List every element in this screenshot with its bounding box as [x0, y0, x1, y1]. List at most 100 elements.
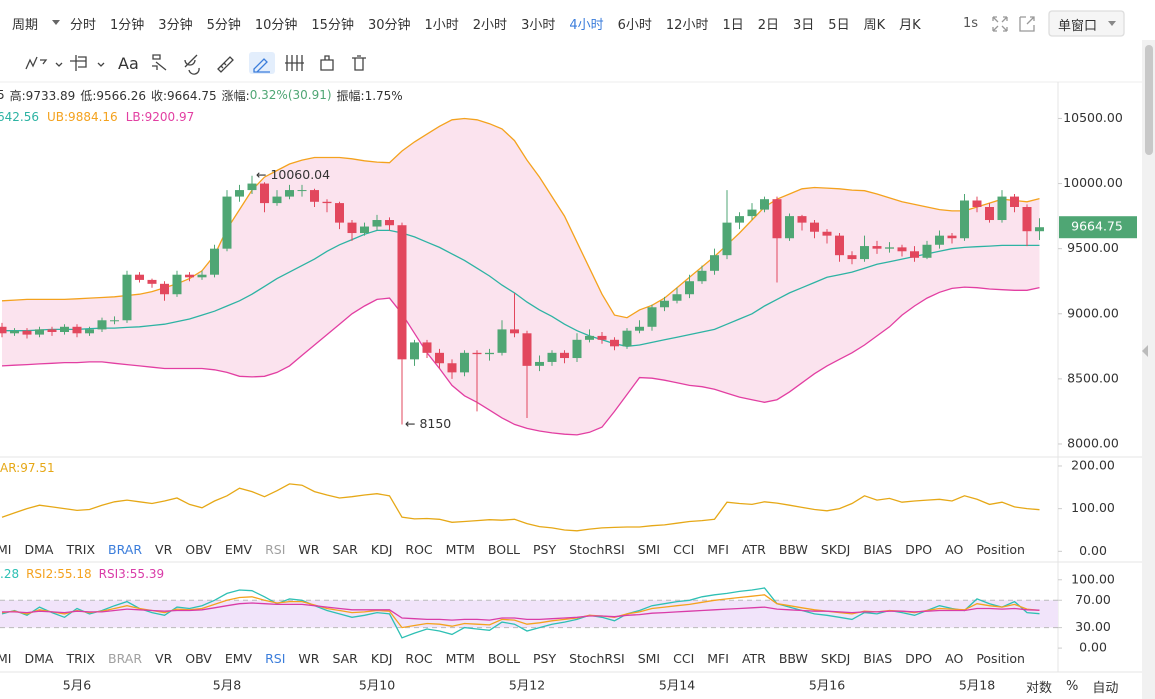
- indicator-tab[interactable]: AO: [945, 650, 964, 666]
- trend-tool[interactable]: [25, 56, 48, 70]
- indicator-tab[interactable]: BOLL: [487, 650, 520, 666]
- ruler-tool[interactable]: [217, 56, 234, 73]
- lock-tool[interactable]: [320, 55, 334, 71]
- collapse-arrow[interactable]: [1142, 345, 1148, 357]
- interval[interactable]: 2小时: [472, 17, 508, 33]
- indicator-tab[interactable]: MTM: [445, 650, 475, 666]
- indicator-tab[interactable]: BIAS: [863, 650, 893, 666]
- indicator-tab[interactable]: MTM: [445, 541, 475, 557]
- indicator-tab[interactable]: EMV: [224, 650, 253, 666]
- indicator-tab[interactable]: VR: [155, 650, 173, 666]
- indicator-tab[interactable]: ROC: [405, 541, 433, 557]
- scale-control[interactable]: 对数: [1026, 680, 1053, 696]
- indicator-tab[interactable]: PSY: [533, 650, 557, 666]
- indicator-tab[interactable]: MI: [0, 541, 12, 557]
- interval[interactable]: 3日: [793, 17, 815, 33]
- indicator-tab[interactable]: BOLL: [487, 541, 520, 557]
- indicator-tab[interactable]: AO: [945, 541, 964, 557]
- indicator-tab[interactable]: BRAR: [108, 650, 143, 666]
- interval[interactable]: 周K: [863, 17, 886, 33]
- interval[interactable]: 分时: [70, 17, 97, 33]
- indicator-tab[interactable]: BRAR: [108, 541, 143, 557]
- speed-label[interactable]: 1s: [963, 15, 979, 31]
- interval[interactable]: 1日: [722, 17, 744, 33]
- indicator-tab[interactable]: DMA: [24, 541, 54, 557]
- dropdown[interactable]: [97, 62, 105, 67]
- scroll-thumb[interactable]: [1145, 45, 1153, 155]
- shape-tool[interactable]: [184, 54, 200, 75]
- interval[interactable]: 10分钟: [254, 17, 298, 33]
- indicator-tab[interactable]: OBV: [185, 650, 212, 666]
- fullscreen-icon[interactable]: [992, 16, 1008, 32]
- interval[interactable]: 月K: [899, 17, 921, 33]
- interval[interactable]: 5日: [828, 17, 850, 33]
- indicator-tab[interactable]: TRIX: [66, 541, 96, 557]
- indicator-tab[interactable]: StochRSI: [569, 541, 625, 557]
- indicator-tab[interactable]: ATR: [741, 541, 766, 557]
- interval[interactable]: 30分钟: [367, 17, 411, 33]
- indicator-tab[interactable]: Position: [976, 541, 1025, 557]
- indicator-tab[interactable]: ROC: [405, 650, 433, 666]
- interval[interactable]: 4小时: [569, 17, 604, 33]
- scale-control[interactable]: %: [1066, 678, 1079, 694]
- window-select[interactable]: [1048, 10, 1125, 37]
- text-tool[interactable]: Aa: [118, 53, 139, 73]
- candle-body: [797, 216, 807, 223]
- indicator-tab[interactable]: RSI: [265, 541, 286, 557]
- indicator-tab[interactable]: SAR: [332, 541, 358, 557]
- y-tick-label: 10000.00: [1063, 175, 1123, 190]
- indicator-tab[interactable]: SMI: [637, 541, 661, 557]
- interval[interactable]: 1小时: [424, 17, 459, 33]
- indicator-tab[interactable]: CCI: [673, 541, 695, 557]
- indicator-tab[interactable]: ATR: [741, 650, 766, 666]
- indicator-tab[interactable]: KDJ: [370, 541, 393, 557]
- interval[interactable]: 2日: [757, 17, 780, 33]
- indicator-tab[interactable]: MFI: [707, 650, 729, 666]
- indicator-tab[interactable]: OBV: [185, 541, 212, 557]
- scale-control[interactable]: 自动: [1092, 680, 1119, 696]
- indicator-tab[interactable]: CCI: [673, 650, 695, 666]
- interval[interactable]: 3分钟: [158, 17, 193, 33]
- indicator-tab[interactable]: SKDJ: [820, 541, 851, 557]
- dropdown[interactable]: [1108, 21, 1116, 26]
- measure-tool[interactable]: [70, 55, 87, 71]
- indicator-tab[interactable]: BIAS: [863, 541, 893, 557]
- delete-tool[interactable]: [352, 55, 366, 71]
- indicator-tab[interactable]: BBW: [778, 650, 808, 666]
- indicator-tab[interactable]: KDJ: [370, 650, 393, 666]
- indicator-tab[interactable]: RSI: [265, 650, 286, 666]
- indicator-tab[interactable]: Position: [976, 650, 1025, 666]
- popout-icon[interactable]: [1019, 16, 1035, 32]
- indicator-tab[interactable]: WR: [298, 541, 320, 557]
- dropdown[interactable]: [52, 20, 60, 25]
- fib-tool[interactable]: [152, 54, 167, 71]
- interval[interactable]: 15分钟: [311, 17, 354, 33]
- grid-tool[interactable]: [285, 55, 304, 71]
- interval[interactable]: 6小时: [617, 17, 652, 33]
- indicator-tab[interactable]: DPO: [905, 541, 933, 557]
- indicator-tab[interactable]: SKDJ: [820, 650, 851, 666]
- indicator-tab[interactable]: VR: [155, 541, 173, 557]
- indicator-tab[interactable]: SMI: [637, 650, 661, 666]
- indicator-tab[interactable]: WR: [298, 650, 320, 666]
- indicator-tab[interactable]: PSY: [533, 541, 557, 557]
- interval[interactable]: 5分钟: [206, 17, 241, 33]
- window-label[interactable]: 单窗口: [1058, 18, 1098, 34]
- interval[interactable]: 3小时: [521, 17, 556, 33]
- indicator-tab[interactable]: StochRSI: [569, 650, 625, 666]
- candle-body: [935, 235, 944, 245]
- indicator-tab[interactable]: MI: [0, 650, 12, 666]
- indicator-tab[interactable]: SAR: [332, 650, 358, 666]
- dropdown[interactable]: [55, 62, 63, 67]
- indicator-tab[interactable]: MFI: [707, 541, 729, 557]
- indicator-tab[interactable]: DPO: [905, 650, 933, 666]
- draw-tool[interactable]: [253, 58, 270, 73]
- y-tick-label: 0.00: [1079, 640, 1107, 655]
- indicator-tab[interactable]: TRIX: [66, 650, 96, 666]
- indicator-tab[interactable]: EMV: [224, 541, 253, 557]
- period-label[interactable]: 周期: [12, 17, 39, 33]
- indicator-tab[interactable]: BBW: [778, 541, 808, 557]
- interval[interactable]: 12小时: [665, 17, 709, 33]
- indicator-tab[interactable]: DMA: [24, 650, 54, 666]
- interval[interactable]: 1分钟: [110, 17, 145, 33]
